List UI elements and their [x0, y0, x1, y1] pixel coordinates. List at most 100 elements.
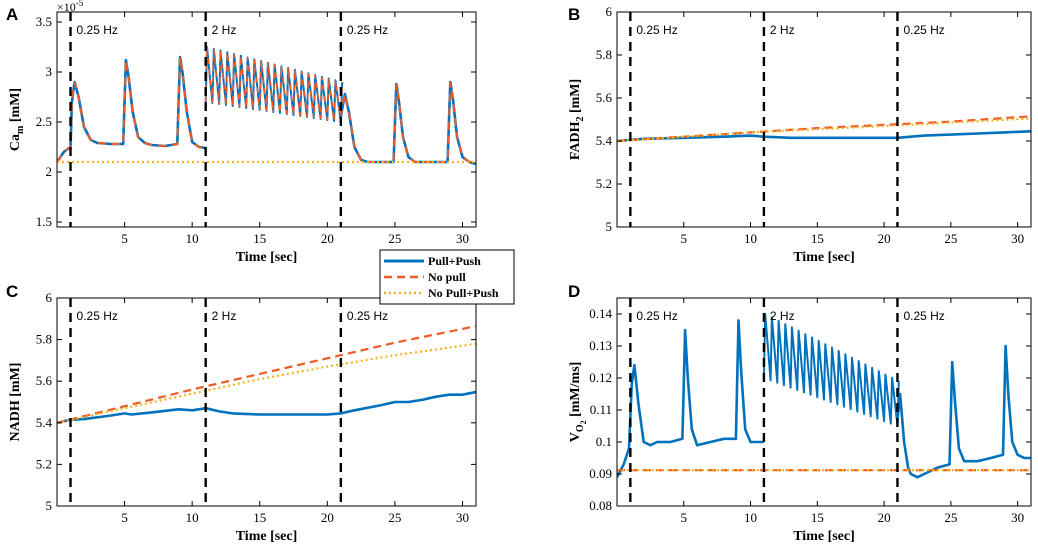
x-tick-label: 5	[681, 510, 688, 525]
legend-label-no-pull: No pull	[428, 270, 466, 284]
stimulation-label: 0.25 Hz	[903, 309, 944, 323]
stimulation-label: 0.25 Hz	[636, 23, 677, 37]
stimulation-label: 2 Hz	[212, 23, 237, 37]
x-tick-label: 5	[121, 231, 128, 246]
y-tick-label: 5.8	[36, 332, 52, 347]
y-tick-label: 0.12	[589, 370, 612, 385]
stimulation-label: 0.25 Hz	[903, 23, 944, 37]
series-line-pull-push-0	[617, 130, 1031, 143]
x-tick-label: 30	[456, 510, 469, 525]
legend-label-no-pull-push: No Pull+Push	[428, 286, 499, 300]
y-tick-label: 0.13	[589, 338, 612, 353]
series-line-pull-push-0	[57, 55, 206, 163]
series-line-no-pull-1	[57, 325, 476, 424]
stimulation-label: 0.25 Hz	[77, 23, 118, 37]
x-tick-label: 25	[944, 231, 957, 246]
stimulation-label: 0.25 Hz	[347, 309, 388, 323]
y-tick-label: 0.11	[590, 402, 612, 417]
plot-area	[617, 313, 1031, 479]
panel-d: D 0.25 Hz 2 Hz 0.25 Hz 5 10 15 20 25 30 0.08 0.09 0.…	[568, 282, 1032, 544]
x-tick-label: 25	[388, 510, 401, 525]
y-axis-label-unit: [mM]	[8, 88, 23, 126]
y-tick-label: 2	[46, 164, 53, 179]
series-oscillation-no-pull	[204, 46, 343, 123]
x-tick-label: 10	[744, 510, 757, 525]
panel-letter: B	[568, 5, 580, 24]
y-tick-label: 5.4	[596, 133, 613, 148]
y-tick-label: 0.14	[589, 306, 612, 321]
y-tick-label: 5.2	[596, 176, 612, 191]
x-tick-label: 30	[456, 231, 469, 246]
y-axis-label-unit: [mM]	[8, 363, 23, 401]
x-tick-label: 10	[186, 231, 199, 246]
y-axis-label: VO2 [mM/ms]	[568, 362, 588, 443]
series-line-no-pull-overlay-1	[339, 81, 476, 165]
x-tick-label: 30	[1011, 510, 1024, 525]
legend: Pull+Push No pull No Pull+Push	[379, 249, 515, 305]
y-axis-label-main: FADH	[568, 121, 583, 160]
x-tick-label: 30	[1011, 231, 1024, 246]
stimulation-label: 0.25 Hz	[347, 23, 388, 37]
x-axis-label: Time [sec]	[236, 529, 298, 544]
x-tick-label: 5	[681, 231, 688, 246]
stimulation-label: 2 Hz	[212, 309, 237, 323]
x-tick-label: 15	[253, 231, 266, 246]
stimulation-label: 0.25 Hz	[77, 309, 118, 323]
panel-b: B 0.25 Hz 2 Hz 0.25 Hz 5 10 15 20 25 30 5 5.2 5.4 5.6…	[568, 4, 1032, 265]
x-tick-label: 20	[878, 510, 891, 525]
y-tick-label: 3	[46, 64, 53, 79]
panel-letter: A	[6, 5, 18, 24]
x-tick-label: 10	[186, 510, 199, 525]
y-tick-label: 0.1	[596, 434, 612, 449]
panel-a: A 0.25 Hz 2 Hz 0.25 Hz 5 10 15 20 25 30 1.5 2 2.5 3 3.…	[6, 0, 477, 265]
stimulation-label: 2 Hz	[770, 23, 795, 37]
y-exponent-base: ×10	[57, 0, 76, 14]
series-line-pull-push-0	[617, 319, 764, 478]
y-tick-label: 0.08	[589, 498, 612, 513]
y-axis-label-main: V	[568, 432, 583, 442]
x-axis-label: Time [sec]	[236, 250, 298, 265]
plot-area	[57, 46, 476, 166]
stimulation-label: 2 Hz	[770, 309, 795, 323]
x-tick-label: 15	[811, 510, 824, 525]
y-exponent-power: -5	[76, 0, 84, 8]
x-tick-label: 20	[878, 231, 891, 246]
series-line-pull-push-1	[896, 344, 1031, 479]
y-tick-label: 5.8	[596, 47, 612, 62]
y-axis-label-sub: m	[15, 125, 26, 134]
x-tick-label: 15	[811, 231, 824, 246]
x-tick-label: 20	[321, 510, 334, 525]
y-tick-label: 5.6	[36, 373, 53, 388]
series-oscillation-pull-push	[762, 313, 900, 427]
y-tick-label: 3.5	[36, 14, 52, 29]
y-axis-label-main: NADH	[8, 400, 23, 441]
panel-letter: C	[6, 282, 18, 301]
y-axis-label-main: Ca	[8, 134, 23, 151]
series-line-no-pull-overlay-0	[57, 56, 206, 163]
x-tick-label: 20	[321, 231, 334, 246]
series-line-pull-push-0	[57, 390, 476, 425]
panel-letter: D	[568, 282, 580, 301]
y-tick-label: 5	[46, 498, 53, 513]
axes-box	[56, 11, 477, 228]
axes-box	[616, 11, 1032, 228]
stimulation-label: 0.25 Hz	[636, 309, 677, 323]
legend-label-pull-push: Pull+Push	[428, 254, 481, 268]
panel-c: C 0.25 Hz 2 Hz 0.25 Hz 5 10 15 20 25 30 5 5.2 5.4 5.6…	[6, 282, 477, 544]
x-tick-label: 25	[944, 510, 957, 525]
y-tick-label: 5.2	[36, 456, 52, 471]
axes-box	[56, 297, 477, 507]
y-tick-label: 0.09	[589, 466, 612, 481]
y-axis-label-unit: [mM/ms]	[568, 362, 583, 421]
y-tick-label: 2.5	[36, 114, 52, 129]
x-axis-label: Time [sec]	[793, 250, 855, 265]
axes-box	[616, 297, 1032, 507]
series-line-no-pull-push-2	[57, 342, 476, 424]
series-line-no-pull-push-2	[617, 117, 1031, 143]
x-tick-label: 5	[121, 510, 128, 525]
y-axis-label-sub: 2	[575, 117, 586, 122]
y-exponent-label: ×10-5	[57, 0, 84, 14]
plot-area	[617, 115, 1031, 143]
x-tick-label: 25	[388, 231, 401, 246]
